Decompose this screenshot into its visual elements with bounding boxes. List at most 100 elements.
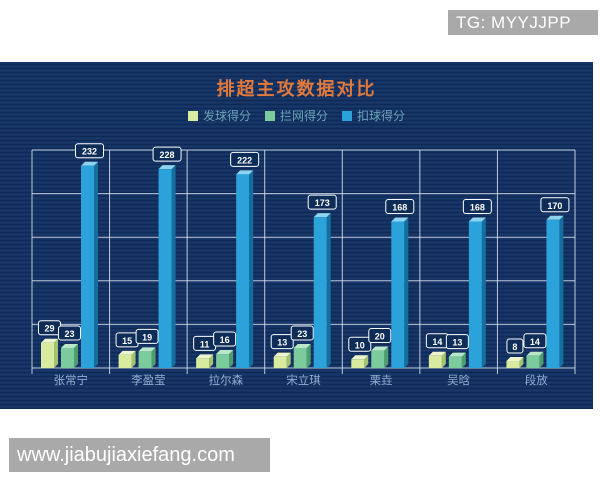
value-label-box bbox=[152, 146, 182, 162]
bar-side bbox=[306, 343, 311, 368]
bar bbox=[448, 356, 462, 368]
value-label-box bbox=[290, 325, 314, 341]
bar-top bbox=[468, 217, 486, 222]
value-label: 168 bbox=[392, 203, 407, 213]
chart-panel: 排超主攻数据对比 发球得分 拦网得分 扣球得分 29 23 232 张常宁 15 19 228 李… bbox=[0, 62, 593, 409]
website-watermark: www.jiabujiaxiefang.com bbox=[9, 438, 270, 472]
chart-title: 排超主攻数据对比 bbox=[216, 79, 377, 99]
bar bbox=[468, 221, 482, 368]
value-label: 232 bbox=[82, 147, 97, 157]
category-label: 吴晗 bbox=[447, 373, 470, 387]
value-label-box bbox=[348, 336, 372, 352]
bar-side bbox=[171, 165, 176, 368]
value-label: 173 bbox=[315, 198, 330, 208]
bar-top bbox=[546, 215, 564, 220]
bar bbox=[196, 358, 210, 368]
bar bbox=[41, 342, 54, 368]
value-label: 16 bbox=[220, 335, 230, 345]
value-label-box bbox=[270, 334, 294, 350]
value-label: 14 bbox=[530, 337, 540, 347]
value-label: 222 bbox=[237, 155, 252, 165]
bar-top bbox=[293, 343, 311, 348]
value-label-box bbox=[58, 325, 81, 341]
bar-top bbox=[216, 350, 234, 355]
bar bbox=[428, 355, 442, 368]
value-label: 8 bbox=[512, 342, 517, 352]
bar bbox=[391, 221, 405, 368]
value-label-box bbox=[523, 333, 547, 349]
bar-side bbox=[461, 352, 466, 368]
bar-top bbox=[448, 352, 466, 357]
plot-area: 29 23 232 张常宁 15 19 228 李盈莹 11 16 222 拉尔森 13 23 173 宋立琪… bbox=[0, 140, 593, 409]
bar bbox=[118, 354, 132, 368]
bar-side bbox=[519, 357, 524, 368]
bar-top bbox=[236, 170, 254, 175]
value-label-box bbox=[445, 334, 469, 350]
legend-swatch-icon bbox=[187, 110, 198, 121]
value-label-box bbox=[230, 151, 260, 167]
value-label-box bbox=[135, 328, 159, 344]
bar-top bbox=[313, 213, 331, 218]
bar-top bbox=[138, 347, 156, 352]
category-label: 栗垚 bbox=[370, 374, 393, 387]
category-label: 张常宁 bbox=[54, 373, 89, 387]
bar bbox=[506, 361, 520, 368]
legend-swatch-icon bbox=[264, 110, 275, 121]
bar-top bbox=[351, 355, 369, 360]
value-label-box bbox=[75, 143, 104, 159]
bar bbox=[313, 217, 327, 368]
bar-top bbox=[61, 343, 78, 348]
bar-side bbox=[209, 354, 214, 368]
bar bbox=[61, 347, 74, 368]
bar bbox=[158, 169, 172, 368]
bar-side bbox=[539, 351, 544, 368]
chart-svg: 29 23 232 张常宁 15 19 228 李盈莹 11 16 222 拉尔森 13 23 173 宋立琪… bbox=[31, 143, 576, 387]
bar-side bbox=[364, 355, 369, 368]
bar-side bbox=[94, 161, 98, 368]
value-label-box bbox=[385, 199, 415, 215]
bar-top bbox=[118, 350, 136, 355]
legend-label: 拦网得分 bbox=[279, 109, 328, 123]
bar bbox=[546, 219, 560, 368]
value-label: 13 bbox=[277, 338, 287, 348]
bar-top bbox=[428, 351, 446, 356]
bar-side bbox=[151, 347, 156, 368]
value-label: 228 bbox=[160, 150, 175, 160]
bar-top bbox=[41, 338, 58, 343]
value-label: 23 bbox=[64, 329, 74, 339]
bar-side bbox=[559, 215, 564, 368]
bar-side bbox=[54, 338, 58, 368]
bar-top bbox=[273, 352, 291, 357]
legend-item-3: 扣球得分 bbox=[342, 107, 405, 124]
bar bbox=[236, 174, 250, 368]
bar-top bbox=[391, 217, 409, 222]
legend-item-1: 发球得分 bbox=[187, 107, 251, 124]
value-label: 168 bbox=[470, 203, 485, 213]
value-label: 13 bbox=[452, 338, 462, 348]
value-label-box bbox=[213, 331, 237, 347]
bar bbox=[371, 350, 385, 368]
bar bbox=[216, 354, 230, 368]
value-label: 29 bbox=[44, 324, 54, 334]
bar-side bbox=[384, 346, 389, 368]
legend-label: 发球得分 bbox=[202, 109, 251, 123]
legend-swatch-icon bbox=[342, 110, 352, 121]
bar-side bbox=[249, 170, 254, 368]
bar bbox=[351, 359, 365, 368]
value-label: 11 bbox=[200, 339, 210, 349]
legend-item-2: 拦网得分 bbox=[264, 107, 328, 124]
bar-side bbox=[229, 350, 234, 368]
category-label: 拉尔森 bbox=[209, 373, 244, 387]
value-label-box bbox=[368, 328, 392, 344]
telegram-watermark: TG: MYYJJPP bbox=[448, 10, 598, 35]
bar-side bbox=[404, 217, 409, 368]
bar bbox=[526, 355, 540, 368]
category-label: 宋立琪 bbox=[286, 373, 321, 387]
bar-side bbox=[286, 352, 291, 368]
value-label: 23 bbox=[297, 329, 307, 339]
bar-side bbox=[441, 351, 446, 368]
bar-side bbox=[481, 217, 486, 368]
chart-legend: 发球得分 拦网得分 扣球得分 bbox=[0, 107, 593, 124]
category-label: 段放 bbox=[525, 373, 548, 387]
value-label-box bbox=[506, 338, 524, 354]
